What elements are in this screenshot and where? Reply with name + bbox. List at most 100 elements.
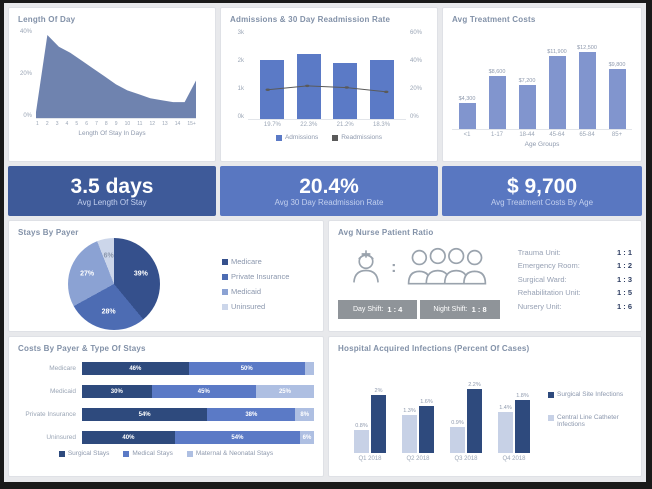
patients-icon xyxy=(404,246,490,291)
pie-slice-label: 27% xyxy=(80,270,95,278)
shift-ratio: Day Shift: 1 : 4 xyxy=(338,300,418,319)
central-line-bar xyxy=(450,426,465,453)
x-tick: 4 xyxy=(65,121,69,127)
bar-column: 0.9% xyxy=(450,369,465,453)
plot-area xyxy=(248,30,406,120)
admissions-bar xyxy=(369,59,394,119)
legend-label: Surgical Site Infections xyxy=(557,390,624,398)
bar-group: $8,600 xyxy=(484,69,510,129)
legend-item: Readmissions xyxy=(332,134,382,141)
chart-body: 3k 2k 1k 0k 60% 40% 20% 0% xyxy=(230,30,428,120)
x-tick: 9 xyxy=(114,121,118,127)
line-marker xyxy=(305,84,310,88)
stacked-bar-row: Private Insurance 54% 38% 8% xyxy=(18,408,314,421)
panel-title: Avg Treatment Costs xyxy=(452,15,536,24)
x-tick: <1 xyxy=(463,132,471,138)
legend-item: Surgical Site Infections xyxy=(548,391,632,398)
unit-value: 1 : 6 xyxy=(616,301,632,311)
stacked-bar-row: Medicare 46% 50% xyxy=(18,362,314,375)
shift-value: 1 : 4 xyxy=(387,305,403,314)
unit-value: 1 : 5 xyxy=(616,288,632,297)
bar-group: $12,500 xyxy=(574,45,600,129)
legend-item: Surgical Stays xyxy=(58,450,109,457)
legend-swatch xyxy=(222,273,228,280)
legend-swatch xyxy=(275,134,282,141)
surgical-site-bar xyxy=(515,400,530,453)
left-y-axis: 3k 2k 1k 0k xyxy=(230,30,248,120)
unit-ratio-row: Trauma Unit: 1 : 1 xyxy=(518,248,632,257)
bar-column: 2.2% xyxy=(467,369,482,453)
bar-segment: 50% xyxy=(188,362,305,375)
bar-column: 2% xyxy=(371,369,386,453)
bar-value-label: $8,600 xyxy=(488,69,506,76)
row-label: Uninsured xyxy=(46,434,76,441)
y-tick: 1k xyxy=(237,86,244,92)
plot-area: $4,300 $8,600 $7,200 $11,900 $12,500 $9,800 xyxy=(452,31,632,130)
bar-pair: 1.4% 1.8% xyxy=(498,369,530,453)
stacked-bar: 54% 38% 8% xyxy=(82,408,314,421)
bar-value-label: 1.6% xyxy=(420,399,433,406)
bar-pair: 1.3% 1.6% xyxy=(402,369,434,453)
bar-group: $11,900 xyxy=(544,49,570,129)
bar-segment: 38% xyxy=(207,408,296,421)
row-label: Medicaid xyxy=(49,388,76,395)
x-tick: 45-64 xyxy=(549,132,565,138)
area-series xyxy=(36,34,196,118)
pie-legend: Medicare Private Insurance Medicaid Uninsur… xyxy=(222,257,289,311)
legend-swatch xyxy=(332,134,339,141)
unit-label: Surgical Ward: xyxy=(517,274,567,284)
legend-swatch xyxy=(58,450,65,457)
panel-title: Admissions & 30 Day Readmission Rate xyxy=(230,15,391,24)
bar-segment xyxy=(304,362,314,375)
legend-label: Uninsured xyxy=(231,302,266,311)
chart-legend: Admissions Readmissions xyxy=(230,134,428,141)
stacked-bar: 46% 50% xyxy=(82,362,314,375)
y-tick: 0% xyxy=(410,114,419,120)
cost-bar xyxy=(608,68,626,129)
admissions-bar xyxy=(333,62,358,119)
bar-value-label: 1.4% xyxy=(499,405,512,412)
bar-group: $7,200 xyxy=(514,78,540,129)
y-tick: 0k xyxy=(237,114,244,120)
x-tick: 22.3% xyxy=(300,122,318,128)
line-marker xyxy=(265,88,270,92)
legend-item: Medicaid xyxy=(222,287,289,296)
bar-group: 0.9% 2.2% Q3 2018 xyxy=(450,369,482,462)
legend-swatch xyxy=(222,258,228,265)
bar-segment: 54% xyxy=(82,408,208,421)
line-marker xyxy=(384,90,389,94)
panel-nurse-patient-ratio: Avg Nurse Patient Ratio : xyxy=(328,220,642,332)
panel-avg-treatment-costs: Avg Treatment Costs $4,300 $8,600 $7,200 $1… xyxy=(442,7,642,162)
x-tick: Q3 2018 xyxy=(454,456,478,462)
bar-value-label: $4,300 xyxy=(458,95,476,102)
x-tick: 18-44 xyxy=(519,132,535,138)
legend-swatch xyxy=(123,450,130,457)
bar-column: 1.8% xyxy=(515,369,530,453)
x-tick: 2 xyxy=(45,121,49,127)
stacked-bar-row: Uninsured 40% 54% 6% xyxy=(18,431,314,444)
shift-label: Night Shift: xyxy=(433,306,468,313)
x-axis: 19.7% 22.3% 21.2% 18.3% xyxy=(248,122,406,128)
x-tick: 15+ xyxy=(187,121,196,127)
shift-value: 1 : 8 xyxy=(471,305,487,314)
bar-pair: 0.8% 2% xyxy=(354,369,386,453)
unit-ratio-row: Surgical Ward: 1 : 3 xyxy=(518,275,632,284)
legend-swatch xyxy=(548,414,554,421)
surgical-site-bar xyxy=(419,406,434,453)
unit-label: Emergency Room: xyxy=(517,261,580,270)
bar-group: 1.4% 1.8% Q4 2018 xyxy=(498,369,530,462)
bar-value-label: 0.9% xyxy=(451,419,464,426)
pie-slice-label: 28% xyxy=(101,308,116,316)
bar-group: 1.3% 1.6% Q2 2018 xyxy=(402,369,434,462)
x-axis-title: Length Of Stay In Days xyxy=(78,130,146,137)
kpi-label: Avg 30 Day Readmission Rate xyxy=(274,197,384,207)
kpi-label: Avg Length Of Stay xyxy=(77,197,147,207)
bar-group: $4,300 xyxy=(454,96,480,129)
cost-bar xyxy=(548,56,566,129)
infections-chart-area: 0.8% 2% Q1 2018 1.3% 1.6% Q2 2018 0.9% 2.2% Q3 2… xyxy=(338,356,632,462)
pie-slice-label: 39% xyxy=(133,270,148,278)
unit-ratio-list: Trauma Unit: 1 : 1 Emergency Room: 1 : 2 Sur… xyxy=(500,239,632,319)
kpi-value: 20.4% xyxy=(299,174,359,198)
x-tick: 3 xyxy=(55,121,59,127)
